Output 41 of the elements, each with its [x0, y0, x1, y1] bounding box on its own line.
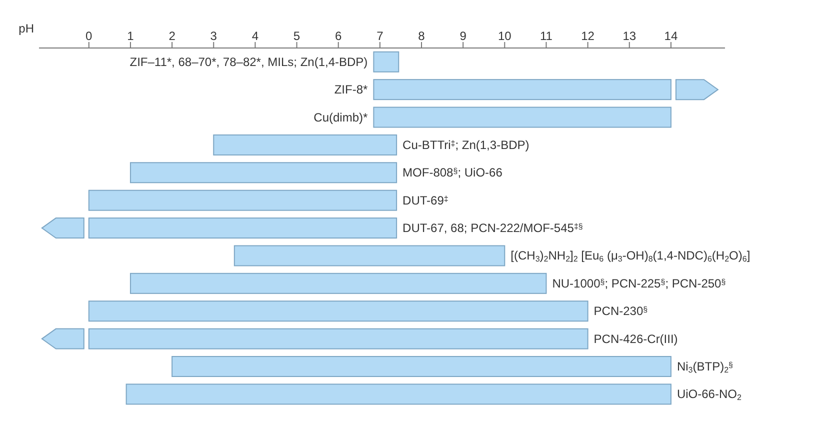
- x-tick-label: 14: [664, 29, 678, 43]
- y-tick-label: PCN-426-Cr(III): [594, 332, 678, 346]
- bar: [234, 245, 506, 266]
- x-axis-title: pH: [18, 21, 34, 36]
- x-tick-label: 4: [252, 29, 259, 43]
- x-tick-label: 9: [460, 29, 467, 43]
- x-tick-label: 7: [376, 29, 384, 43]
- bar: [88, 300, 588, 322]
- x-tick-label: 2: [168, 29, 176, 43]
- bar: [172, 356, 672, 377]
- bar: [88, 190, 398, 211]
- y-tick-label: DUT-69$^{‡}$: [402, 193, 448, 208]
- bar: [373, 106, 672, 128]
- y-tick-label: ZIF-8*: [334, 82, 368, 97]
- x-tick-label: 5: [293, 29, 300, 43]
- x-tick-label: 0: [86, 29, 93, 43]
- x-tick-label: 1: [127, 29, 134, 43]
- y-tick-label: Cu-BTTri$^{‡}$; Zn(1,3-BDP): [402, 138, 530, 152]
- x-tick-label: 6: [335, 29, 342, 43]
- bar: [373, 51, 400, 72]
- x-tick-label: 12: [581, 29, 595, 43]
- bar: [213, 134, 398, 156]
- category-label: [(CH$_{3}$)$_{2}$NH$_{2}$]$_{2}$ [Eu$_{6}$ (μ$_{3}$-OH)$_{8}$(1,4-NDC)$_{6}$(H$_{2}$O)$_{6}$]: [510, 248, 750, 264]
- bar: [130, 272, 547, 294]
- y-tick-label: NU-1000$^{§}$; PCN-225$^{§}$; PCN-250$^{§}$: [552, 276, 726, 290]
- x-tick-label: 8: [418, 29, 426, 43]
- bar: [88, 328, 588, 350]
- x-tick-label: 11: [540, 29, 553, 43]
- y-tick-label: Cu(dimb)*: [314, 110, 368, 124]
- x-tick-label: 3: [210, 29, 218, 43]
- y-tick-label: UiO-66-NO$_{2}$: [676, 387, 742, 402]
- bar: [88, 218, 398, 239]
- bar: [130, 162, 398, 184]
- y-tick-label: DUT-67, 68; PCN-222/MOF-545$^{‡§}$: [402, 221, 583, 236]
- bar: [373, 79, 672, 100]
- y-tick-label: ZIF–11*, 68–70*, 78–82*, MILs; Zn(1,4-BDP): [130, 54, 368, 69]
- x-tick-label: 13: [622, 29, 636, 43]
- bar: [126, 384, 672, 405]
- y-tick-label: PCN-230$^{§}$: [594, 304, 648, 318]
- y-tick-label: MOF-808$^{§}$; UiO-66: [402, 166, 503, 180]
- x-tick-label: 10: [498, 29, 512, 43]
